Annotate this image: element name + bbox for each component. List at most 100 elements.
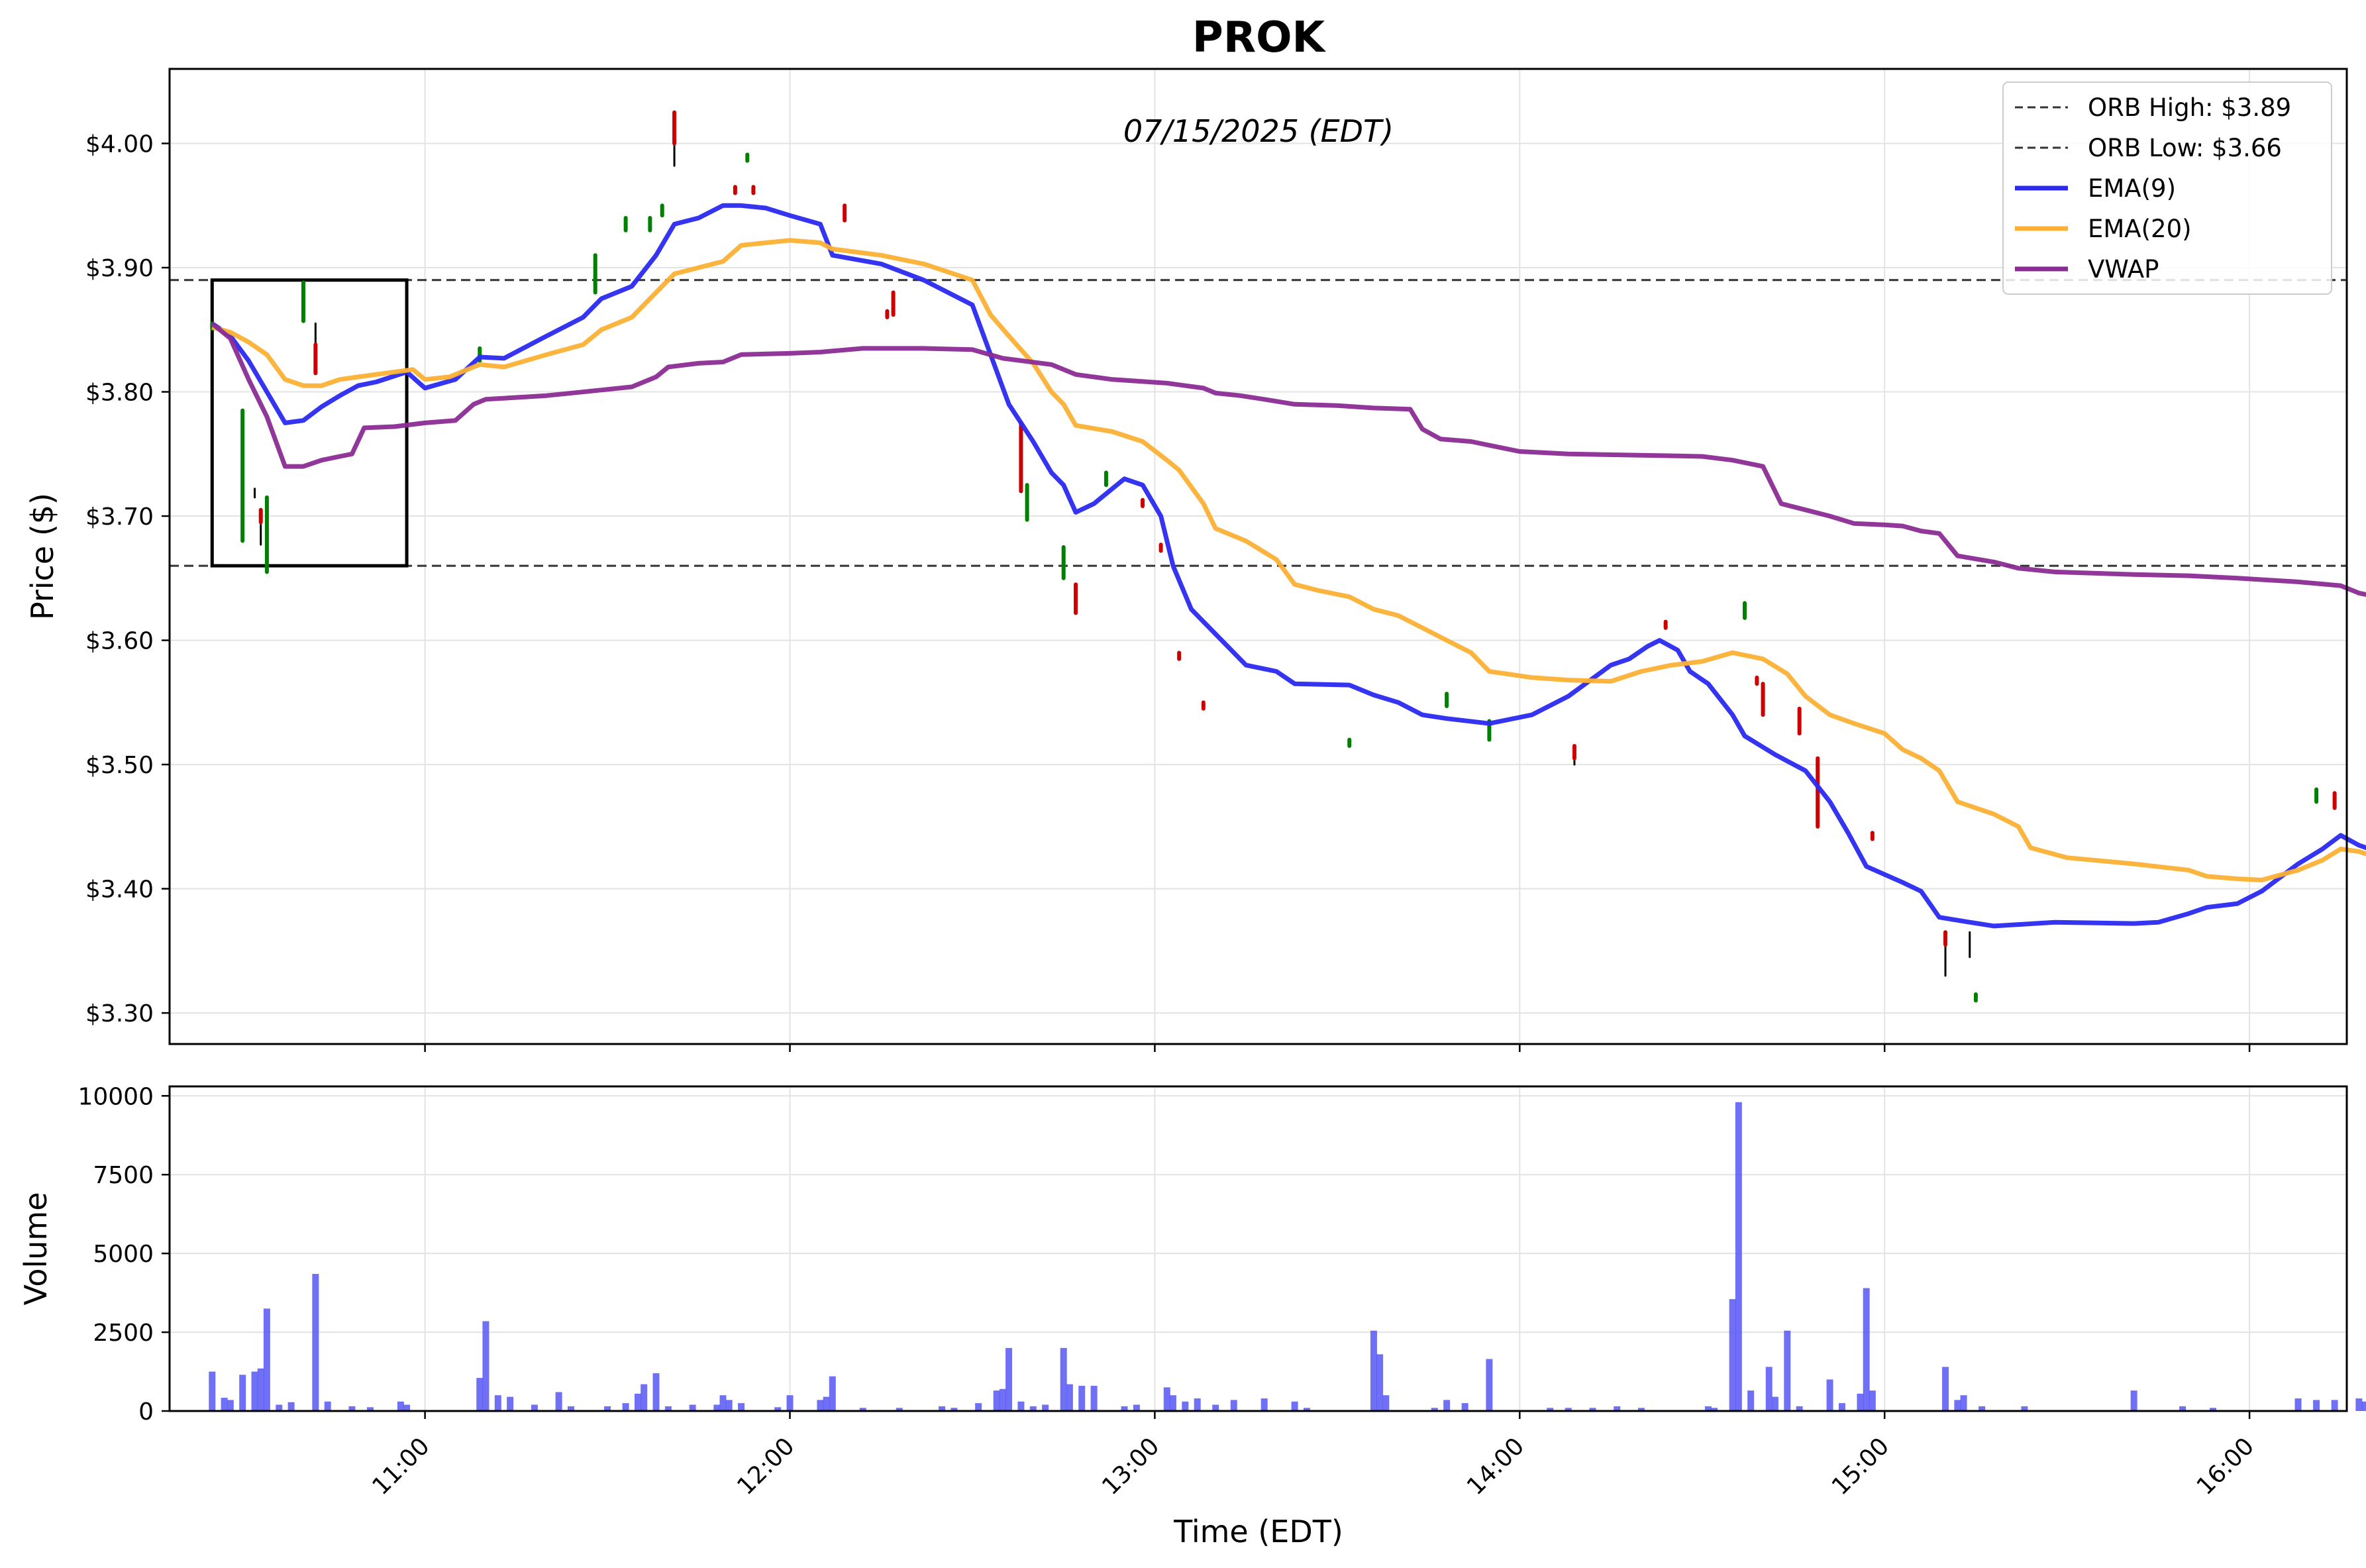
volume-frame	[168, 1085, 2348, 1412]
volume-bar	[1735, 1102, 1742, 1411]
volume-bar	[859, 1408, 866, 1411]
volume-bar	[1060, 1347, 1067, 1411]
volume-bar	[774, 1407, 782, 1411]
price-tick-label: $3.50	[85, 752, 154, 779]
price-tick-label: $3.60	[85, 628, 154, 655]
volume-bar	[1303, 1408, 1310, 1411]
volume-bar	[896, 1408, 903, 1411]
volume-bar	[531, 1404, 538, 1411]
volume-bar	[634, 1393, 641, 1411]
volume-bar	[2355, 1398, 2363, 1411]
volume-bar	[1547, 1408, 1554, 1411]
volume-bar	[1711, 1408, 1718, 1411]
volume-bar	[348, 1406, 356, 1411]
volume-bar	[1005, 1347, 1013, 1411]
volume-bar	[221, 1398, 228, 1411]
volume-bar	[817, 1400, 824, 1411]
price-plot-area	[170, 69, 2347, 1044]
volume-bar	[1747, 1390, 1755, 1411]
legend-label: ORB Low: $3.66	[2088, 134, 2282, 162]
price-tick-label: $3.80	[85, 380, 154, 407]
volume-bar	[1838, 1403, 1845, 1411]
volume-bar	[1863, 1288, 1870, 1411]
volume-bar	[567, 1406, 574, 1411]
volume-bar	[1704, 1406, 1712, 1411]
volume-bar	[2313, 1400, 2320, 1411]
volume-bar	[725, 1400, 733, 1411]
volume-bar	[239, 1375, 246, 1411]
volume-bar	[1376, 1354, 1384, 1411]
volume-bar	[403, 1404, 411, 1411]
volume-bar	[312, 1274, 319, 1411]
volume-bar	[2331, 1400, 2338, 1411]
volume-bar	[1637, 1408, 1645, 1411]
time-tick-label: 13:00	[1097, 1433, 1164, 1500]
price-y-axis: $3.30 $3.40 $3.50 $3.60 $3.70 $3.80 $3.90 $4.00	[85, 131, 170, 1027]
volume-bar	[1942, 1367, 1949, 1411]
volume-bar	[1017, 1401, 1025, 1411]
volume-bar	[1589, 1408, 1596, 1411]
legend-label: VWAP	[2088, 255, 2159, 284]
volume-tick-label: 10000	[77, 1083, 154, 1110]
volume-bar	[1729, 1299, 1736, 1411]
volume-bar	[1954, 1400, 1961, 1411]
volume-bar	[993, 1390, 1000, 1411]
legend-box	[2002, 81, 2332, 295]
volume-tick-label: 2500	[93, 1320, 154, 1347]
legend-label: ORB High: $3.89	[2088, 93, 2291, 122]
volume-bar	[951, 1408, 958, 1411]
price-tick-label: $3.30	[85, 1000, 154, 1027]
volume-bar	[604, 1406, 611, 1411]
series-line-ema9	[211, 203, 2366, 929]
price-tick-label: $3.40	[85, 876, 154, 904]
volume-plot-area	[170, 1086, 2347, 1411]
price-panel: $3.30 $3.40 $3.50 $3.60 $3.70 $3.80 $3.90 $4.00…	[25, 68, 2366, 1045]
time-tick-label: 11:00	[367, 1433, 435, 1500]
volume-bar	[1078, 1385, 1086, 1411]
volume-tick-label: 7500	[93, 1162, 154, 1189]
volume-bar	[263, 1308, 270, 1411]
volume-bar	[2021, 1406, 2028, 1411]
volume-bar	[1486, 1359, 1493, 1411]
price-tick-label: $4.00	[85, 131, 154, 158]
volume-bar	[1771, 1396, 1778, 1411]
volume-bar	[939, 1406, 946, 1411]
chart-title: PROK	[1192, 13, 1327, 62]
price-axis-label: Price ($)	[25, 493, 60, 620]
volume-bar	[829, 1376, 836, 1411]
volume-bar	[1443, 1400, 1451, 1411]
volume-bar	[1212, 1404, 1219, 1411]
volume-bar	[1431, 1408, 1438, 1411]
price-tick-label: $3.70	[85, 503, 154, 531]
volume-bar	[1857, 1393, 1864, 1411]
volume-axis-label: Volume	[18, 1192, 54, 1305]
volume-bar	[1960, 1395, 1967, 1411]
volume-bar	[257, 1368, 264, 1411]
price-frame	[168, 68, 2348, 1045]
volume-bar	[2130, 1390, 2137, 1411]
volume-panel: 0 2500 5000 7500 10000 Volume 11:00 12:00 13:0…	[18, 1044, 2366, 1549]
volume-bar	[366, 1407, 374, 1411]
volume-bar	[1042, 1404, 1049, 1411]
volume-bar	[1796, 1406, 1803, 1411]
candle-layer	[210, 110, 2337, 1003]
volume-bar	[689, 1404, 696, 1411]
volume-bar	[664, 1406, 672, 1411]
volume-bar	[324, 1401, 331, 1411]
volume-bar	[719, 1395, 727, 1411]
volume-bar	[1090, 1385, 1098, 1411]
time-tick-label: 14:00	[1462, 1433, 1529, 1500]
time-tick-label: 12:00	[732, 1433, 799, 1500]
series-line-ema20	[211, 238, 2366, 882]
volume-bar	[1194, 1398, 1201, 1411]
volume-bar	[1614, 1406, 1621, 1411]
series-layer	[211, 203, 2366, 929]
volume-bar	[1784, 1330, 1791, 1411]
volume-bar	[1163, 1387, 1170, 1411]
volume-bar	[1121, 1406, 1128, 1411]
date-annotation: 07/15/2025 (EDT)	[1123, 113, 1394, 149]
volume-bar	[1461, 1403, 1468, 1411]
volume-bar	[1066, 1384, 1073, 1411]
price-grid	[170, 69, 2347, 1044]
